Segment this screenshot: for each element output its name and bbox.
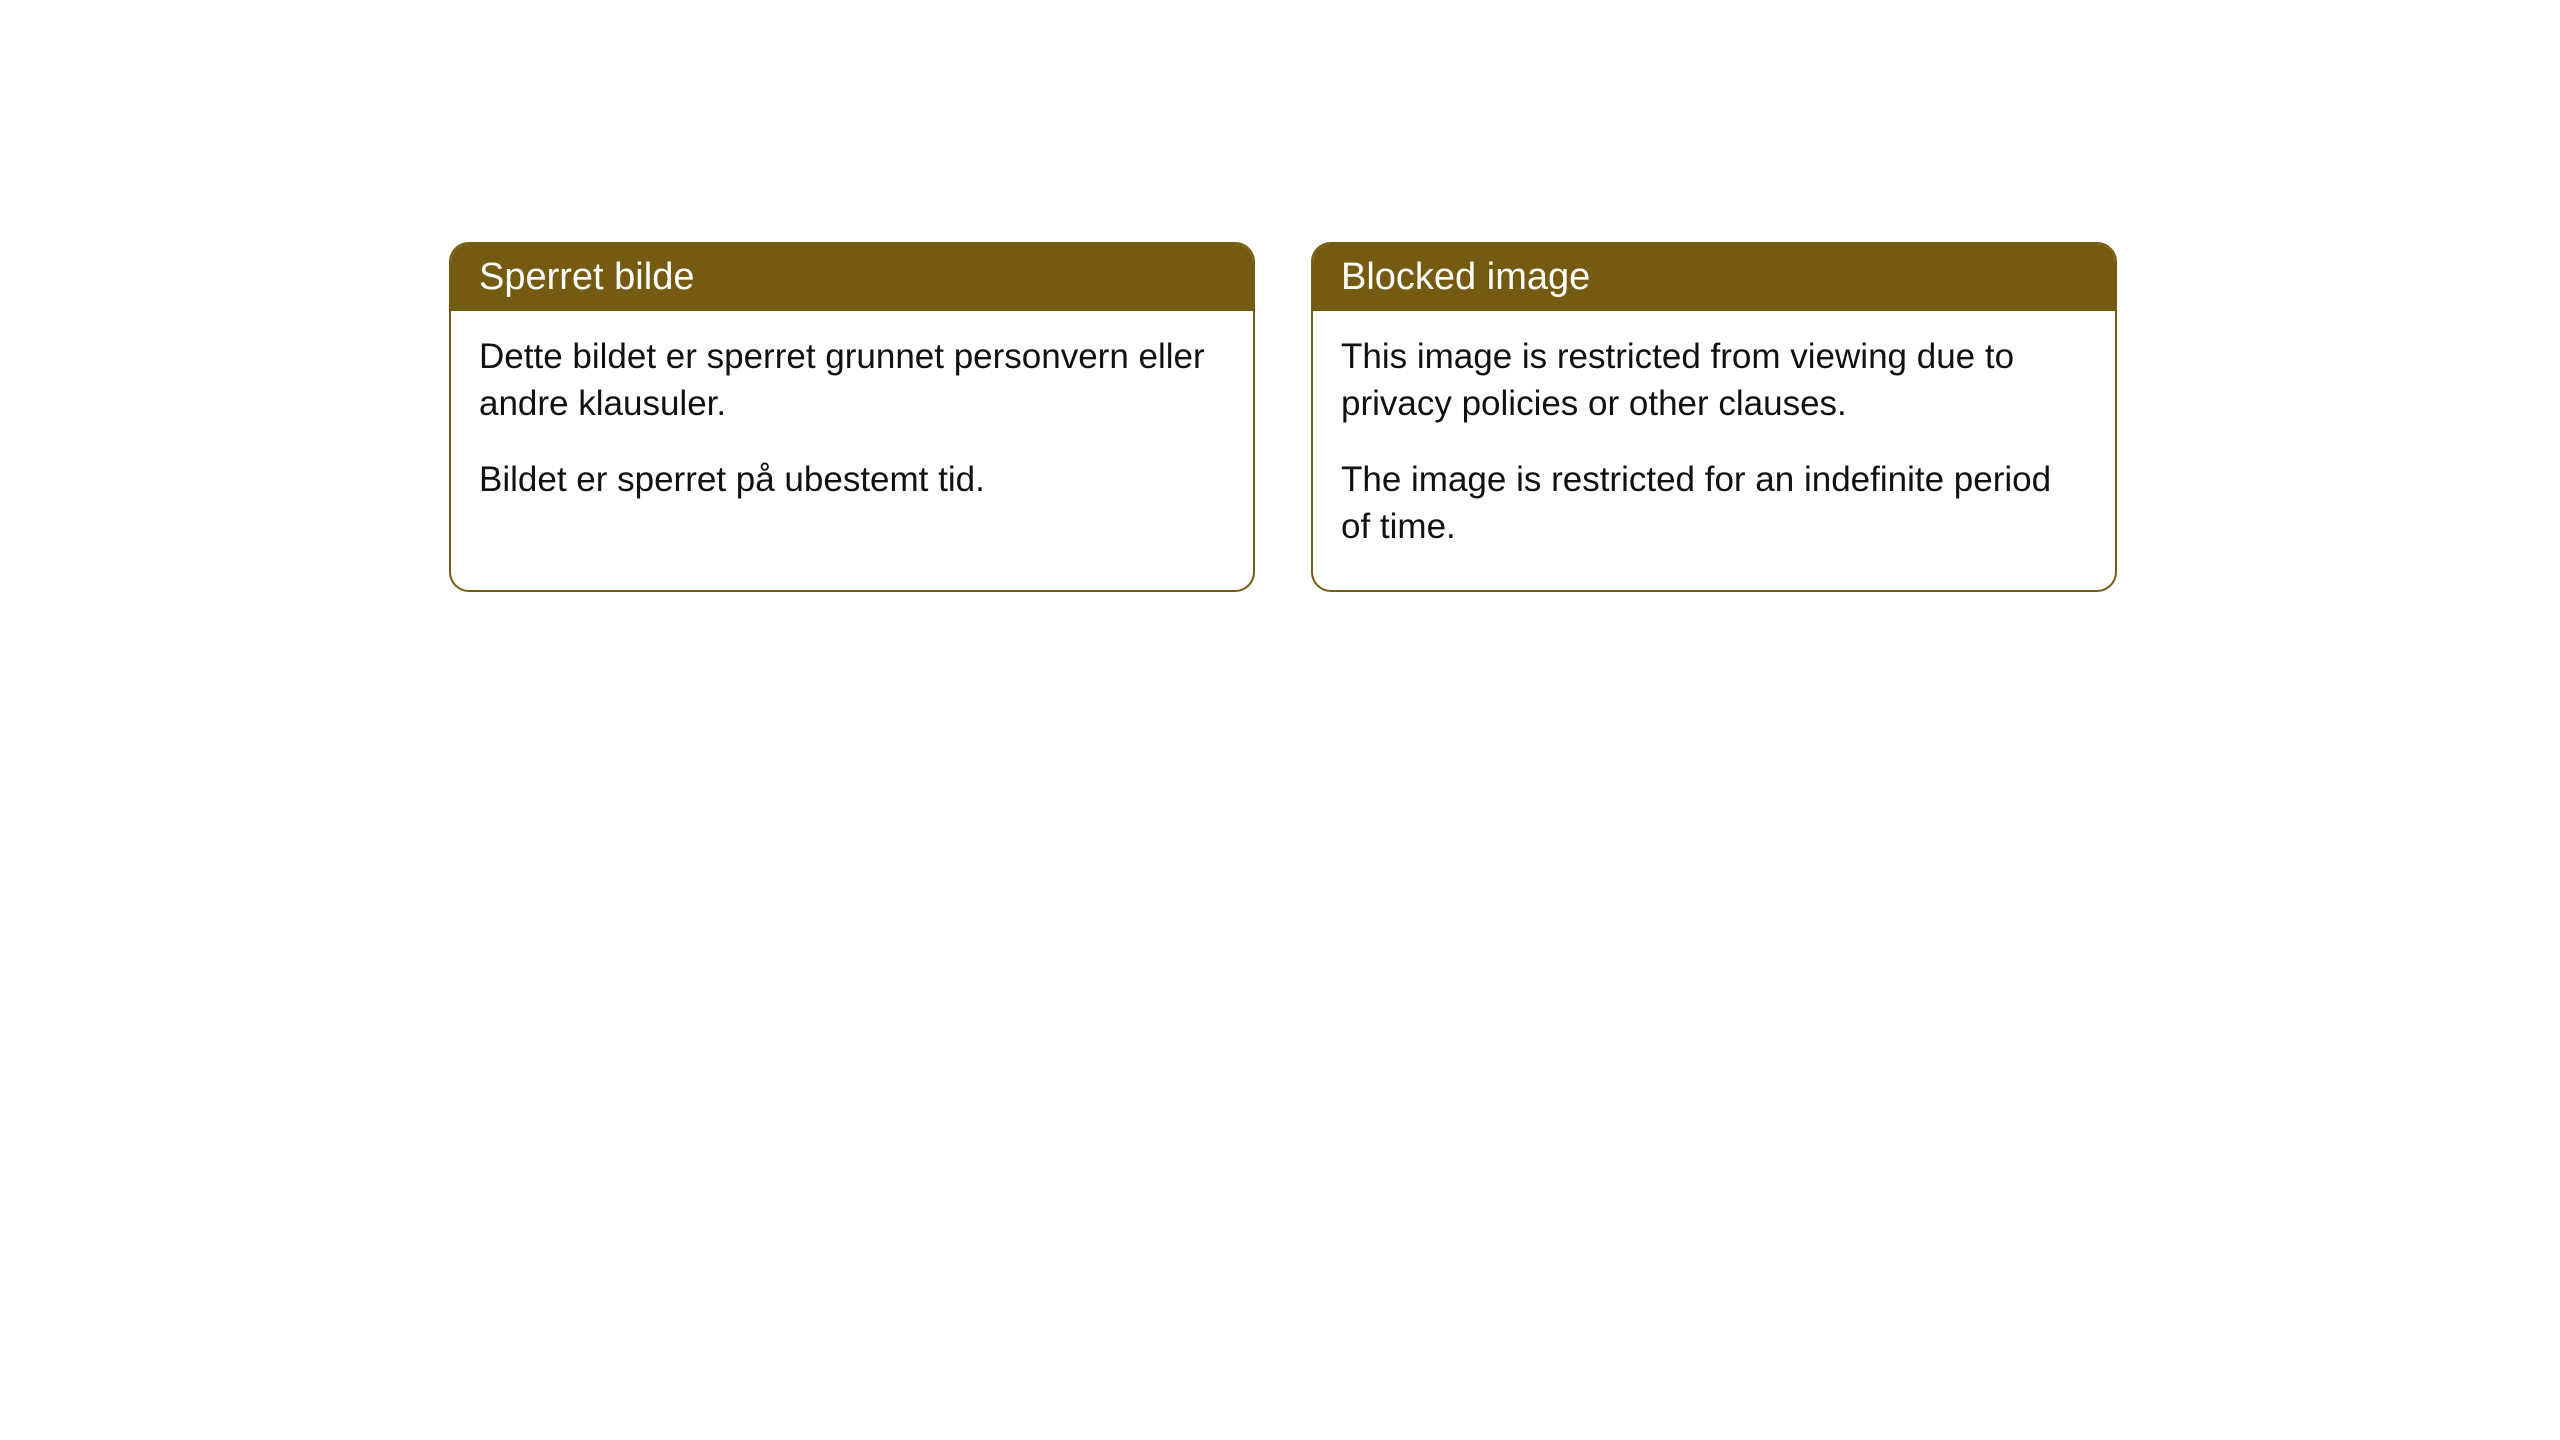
card-english: Blocked image This image is restricted f… xyxy=(1311,242,2117,592)
card-paragraph: This image is restricted from viewing du… xyxy=(1341,333,2087,428)
card-header-norwegian: Sperret bilde xyxy=(451,244,1253,311)
card-header-english: Blocked image xyxy=(1313,244,2115,311)
card-paragraph: Bildet er sperret på ubestemt tid. xyxy=(479,456,1225,503)
card-norwegian: Sperret bilde Dette bildet er sperret gr… xyxy=(449,242,1255,592)
card-body-english: This image is restricted from viewing du… xyxy=(1313,311,2115,590)
card-paragraph: Dette bildet er sperret grunnet personve… xyxy=(479,333,1225,428)
card-body-norwegian: Dette bildet er sperret grunnet personve… xyxy=(451,311,1253,543)
cards-container: Sperret bilde Dette bildet er sperret gr… xyxy=(0,0,2560,592)
card-paragraph: The image is restricted for an indefinit… xyxy=(1341,456,2087,551)
